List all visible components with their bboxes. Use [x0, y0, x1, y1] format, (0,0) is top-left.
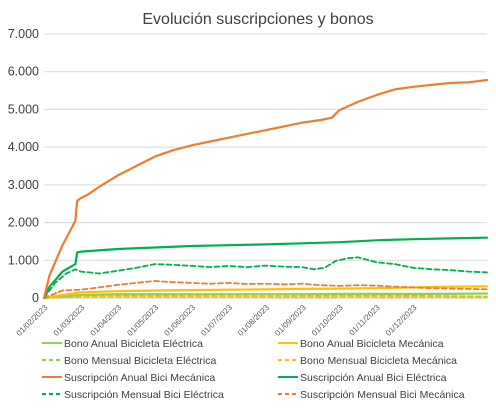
y-tick-label: 0 — [32, 291, 39, 305]
x-axis: 01/02/2023 01/03/2023 01/04/2023 01/05/2023… — [15, 303, 419, 338]
legend-label-2: Bono Mensual Bicicleta Eléctrica — [64, 355, 216, 367]
x-tick-label: 01/05/2023 — [125, 303, 160, 338]
x-tick-label: 01/09/2023 — [273, 303, 308, 338]
y-tick-label: 6.000 — [8, 65, 39, 79]
series-line-6 — [43, 256, 488, 299]
legend-label-4: Suscripción Anual Bici Mecánica — [64, 372, 215, 384]
y-tick-label: 7.000 — [8, 27, 39, 41]
x-tick-label: 01/07/2023 — [199, 303, 234, 338]
x-tick-label: 01/03/2023 — [52, 303, 87, 338]
x-tick-label: 01/06/2023 — [162, 303, 197, 338]
legend: Bono Anual Bicicleta Eléctrica Bono Anual… — [42, 338, 465, 401]
legend-label-7: Suscripción Mensual Bici Mecánica — [300, 389, 465, 401]
x-tick-label: 01/11/2023 — [347, 303, 382, 338]
y-tick-label: 2.000 — [8, 216, 39, 230]
x-tick-label: 01/04/2023 — [89, 303, 124, 338]
y-tick-label: 5.000 — [8, 102, 39, 116]
y-tick-label: 3.000 — [8, 178, 39, 192]
y-tick-label: 4.000 — [8, 140, 39, 154]
legend-label-3: Bono Mensual Bicicleta Mecánica — [300, 355, 457, 367]
x-tick-label: 01/10/2023 — [310, 303, 345, 338]
x-tick-label: 01/02/2023 — [15, 303, 50, 338]
legend-label-5: Suscripción Anual Bici Eléctrica — [300, 372, 447, 384]
series-lines — [42, 78, 489, 300]
series-line-7 — [43, 280, 488, 299]
series-line-3 — [43, 295, 488, 299]
legend-label-1: Bono Anual Bicicleta Mecánica — [300, 338, 444, 350]
series-line-4 — [42, 78, 489, 300]
x-tick-label: 01/08/2023 — [236, 303, 271, 338]
x-tick-label: 01/12/2023 — [384, 303, 419, 338]
legend-label-0: Bono Anual Bicicleta Eléctrica — [64, 338, 203, 350]
gridlines — [44, 33, 487, 299]
legend-label-6: Suscripción Mensual Bici Eléctrica — [64, 389, 224, 401]
series-line-0 — [42, 292, 489, 300]
y-axis: 0 1.000 2.000 3.000 4.000 5.000 6.000 7.000 — [8, 27, 39, 305]
y-tick-label: 1.000 — [8, 253, 39, 267]
chart-title: Evolución suscripciones y bonos — [142, 11, 373, 28]
series-line-5 — [42, 236, 489, 300]
